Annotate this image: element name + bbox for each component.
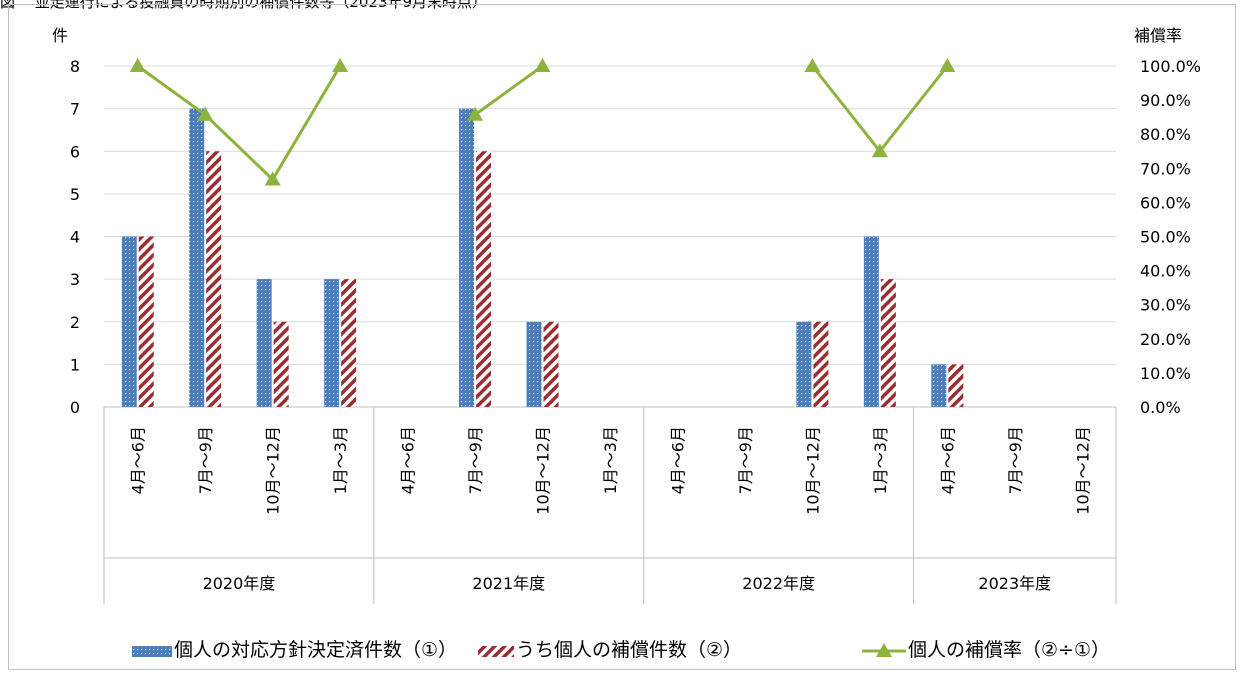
bar-decided bbox=[121, 236, 137, 407]
rate-marker bbox=[332, 58, 349, 72]
group-label: 2021年度 bbox=[472, 574, 545, 593]
bar-decided bbox=[324, 279, 340, 407]
bar-compensated bbox=[948, 364, 964, 407]
bar-compensated bbox=[476, 151, 492, 407]
gridlines bbox=[104, 65, 1116, 365]
y-right-tick-label: 10.0% bbox=[1140, 364, 1191, 383]
category-label: 4月～6月 bbox=[399, 426, 418, 494]
bar-compensated bbox=[206, 151, 222, 407]
bar-compensated bbox=[273, 321, 289, 407]
rate-line-segment bbox=[136, 64, 342, 182]
category-label: 7月～9月 bbox=[1006, 426, 1025, 494]
bar-decided bbox=[256, 279, 272, 407]
axes bbox=[103, 406, 1117, 604]
category-label: 10月～12月 bbox=[803, 426, 822, 515]
y-left-axis-title: 件 bbox=[52, 26, 68, 45]
group-label: 2023年度 bbox=[978, 574, 1051, 593]
bar-decided bbox=[796, 321, 812, 407]
group-label: 2022年度 bbox=[742, 574, 815, 593]
category-label: 4月～6月 bbox=[668, 426, 687, 494]
legend-swatch-decided bbox=[132, 646, 172, 657]
y-left-tick-label: 7 bbox=[70, 100, 80, 119]
y-left-tick-label: 2 bbox=[70, 313, 80, 332]
y-left-tick-label: 3 bbox=[70, 270, 80, 289]
rate-line bbox=[129, 58, 956, 186]
y-right-axis-title: 補償率 bbox=[1134, 26, 1182, 45]
category-label: 10月～12月 bbox=[264, 426, 283, 515]
bar-decided bbox=[931, 364, 947, 407]
y-right-tick-label: 0.0% bbox=[1140, 398, 1181, 417]
y-right-tick-label: 20.0% bbox=[1140, 330, 1191, 349]
rate-marker bbox=[804, 58, 821, 72]
y-right-tick-label: 70.0% bbox=[1140, 159, 1191, 178]
y-right-tick-label: 50.0% bbox=[1140, 228, 1191, 247]
y-left-tick-label: 8 bbox=[70, 57, 80, 76]
category-label: 1月～3月 bbox=[871, 426, 890, 494]
bar-compensated bbox=[813, 321, 829, 407]
y-right-tick-label: 40.0% bbox=[1140, 262, 1191, 281]
rate-marker bbox=[197, 106, 214, 121]
y-left-tick-label: 5 bbox=[70, 185, 80, 204]
rate-marker bbox=[939, 58, 956, 72]
y-left-tick-label: 4 bbox=[70, 228, 80, 247]
legend-marker-rate bbox=[876, 643, 892, 657]
category-label: 7月～9月 bbox=[736, 426, 755, 494]
rate-marker bbox=[534, 58, 551, 72]
y-right-tick-label: 90.0% bbox=[1140, 91, 1191, 110]
y-left-tick-label: 0 bbox=[70, 398, 80, 417]
legend-swatch-compensated bbox=[478, 646, 514, 657]
legend-label-decided: 個人の対応方針決定済件数（①） bbox=[174, 639, 457, 661]
category-label: 7月～9月 bbox=[466, 426, 485, 494]
category-label: 1月～3月 bbox=[601, 426, 620, 494]
bar-decided bbox=[459, 108, 475, 407]
group-label: 2020年度 bbox=[203, 574, 276, 593]
bar-decided bbox=[863, 236, 879, 407]
y-right-tick-label: 80.0% bbox=[1140, 125, 1191, 144]
category-label: 10月～12月 bbox=[534, 426, 553, 515]
bar-compensated bbox=[543, 321, 559, 407]
rate-marker bbox=[467, 106, 484, 121]
rate-marker bbox=[871, 143, 888, 158]
rate-marker bbox=[129, 58, 146, 72]
bar-compensated bbox=[880, 279, 896, 407]
y-left-tick-label: 1 bbox=[70, 355, 80, 374]
y-right-tick-label: 100.0% bbox=[1140, 57, 1201, 76]
chart-caption: 図 並走運行による投融資の時期別の補償件数等（2023年9月末時点） bbox=[0, 0, 488, 11]
legend-label-compensated: うち個人の補償件数（②） bbox=[516, 639, 742, 661]
y-right-tick-label: 30.0% bbox=[1140, 296, 1191, 315]
bar-decided bbox=[189, 108, 205, 407]
rate-line-segment bbox=[474, 64, 544, 116]
legend: 個人の対応方針決定済件数（①） うち個人の補償件数（②） 個人の補償率（②÷①） bbox=[132, 639, 1110, 661]
category-label: 4月～6月 bbox=[938, 426, 957, 494]
rate-marker bbox=[264, 171, 281, 186]
bar-decided bbox=[526, 321, 542, 407]
y-right-tick-label: 60.0% bbox=[1140, 193, 1191, 212]
chart-frame bbox=[8, 4, 1236, 670]
bar-compensated bbox=[341, 279, 357, 407]
y-left-tick-label: 6 bbox=[70, 142, 80, 161]
axis-text: 0123456780.0%10.0%20.0%30.0%40.0%50.0%60… bbox=[52, 26, 1201, 593]
category-label: 10月～12月 bbox=[1073, 426, 1092, 515]
bar-compensated bbox=[138, 236, 154, 407]
category-label: 4月～6月 bbox=[129, 426, 148, 494]
category-label: 1月～3月 bbox=[331, 426, 350, 494]
bars bbox=[121, 108, 964, 407]
category-label: 7月～9月 bbox=[196, 426, 215, 494]
legend-label-rate: 個人の補償率（②÷①） bbox=[908, 639, 1110, 661]
